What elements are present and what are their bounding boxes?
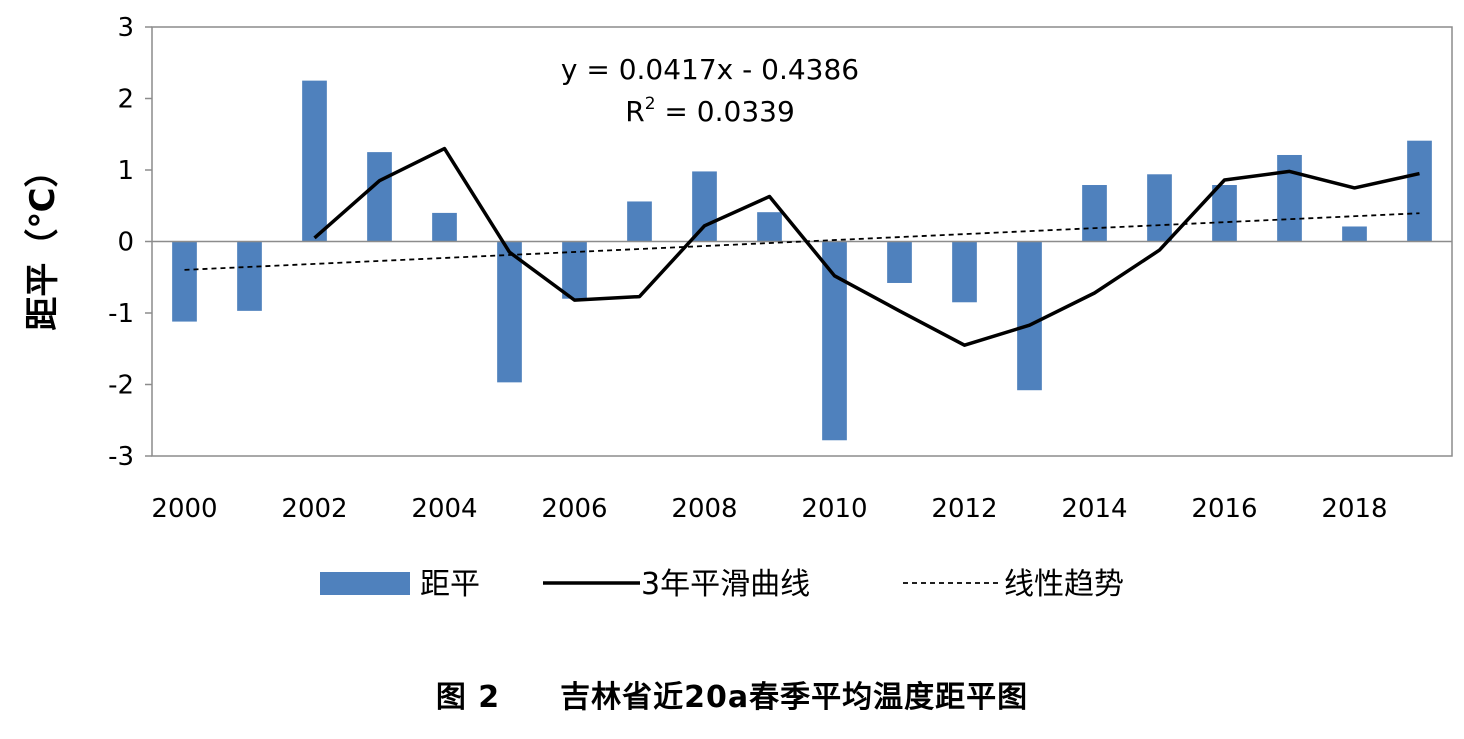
y-tick-label: -2 xyxy=(108,371,134,401)
x-tick-label: 2018 xyxy=(1321,494,1387,524)
bar-2009 xyxy=(757,212,782,242)
bar-2019 xyxy=(1407,140,1432,242)
bar-2010 xyxy=(822,241,847,441)
legend-swatch-bar xyxy=(320,572,410,595)
bar-2001 xyxy=(237,241,262,311)
axes xyxy=(145,26,1453,457)
bar-2008 xyxy=(692,171,717,242)
legend: 距平 3年平滑曲线 线性趋势 xyxy=(320,567,1124,602)
legend-label-smooth: 3年平滑曲线 xyxy=(641,567,810,602)
trend-line xyxy=(184,212,1420,271)
figure-caption: 图 2 吉林省近20a春季平均温度距平图 xyxy=(0,672,1464,716)
bar-2000 xyxy=(172,241,197,322)
x-tick-label: 2016 xyxy=(1191,494,1257,524)
y-tick-label: 1 xyxy=(117,156,134,186)
legend-label-bar: 距平 xyxy=(420,567,480,602)
bar-2007 xyxy=(627,201,652,242)
bar-2018 xyxy=(1342,226,1367,242)
smooth-curve xyxy=(313,146,1420,347)
x-tick-labels: 2000 2002 2004 2006 2008 2010 2012 2014 2016 2018 xyxy=(151,494,1387,524)
bar-2015 xyxy=(1147,174,1172,242)
x-tick-label: 2014 xyxy=(1061,494,1127,524)
bar-2011 xyxy=(887,241,912,283)
bar-2016 xyxy=(1212,185,1237,242)
x-tick-label: 2004 xyxy=(411,494,477,524)
figure-number: 图 2 xyxy=(435,680,501,715)
bar-series xyxy=(172,80,1432,441)
bar-2004 xyxy=(432,212,457,242)
bar-2017 xyxy=(1277,154,1302,242)
y-tick-label: 2 xyxy=(117,85,134,115)
legend-label-trend: 线性趋势 xyxy=(1004,567,1124,602)
x-tick-label: 2002 xyxy=(281,494,347,524)
bar-2006 xyxy=(562,241,587,299)
trend-annotation: y = 0.0417x - 0.4386 R2 = 0.0339 xyxy=(561,53,859,128)
line-series xyxy=(184,146,1420,347)
r-squared: R2 = 0.0339 xyxy=(625,94,795,128)
bar-2002 xyxy=(302,80,327,242)
y-tick-label: 0 xyxy=(117,228,134,258)
x-tick-label: 2006 xyxy=(541,494,607,524)
y-axis-label: 距平（℃） xyxy=(23,153,63,330)
bar-2012 xyxy=(952,241,977,303)
x-tick-label: 2008 xyxy=(671,494,737,524)
x-tick-label: 2012 xyxy=(931,494,997,524)
figure-title: 吉林省近20a春季平均温度距平图 xyxy=(560,680,1029,715)
y-tick-label: 3 xyxy=(117,13,134,43)
x-tick-label: 2010 xyxy=(801,494,867,524)
bar-2013 xyxy=(1017,241,1042,391)
trend-equation: y = 0.0417x - 0.4386 xyxy=(561,53,859,86)
y-tick-label: -3 xyxy=(108,442,134,472)
bar-2014 xyxy=(1082,185,1107,242)
x-tick-label: 2000 xyxy=(151,494,217,524)
y-tick-label: -1 xyxy=(108,299,134,329)
bar-2005 xyxy=(497,241,522,383)
y-tick-labels: 3 2 1 0 -1 -2 -3 xyxy=(108,13,134,472)
bar-2003 xyxy=(367,152,392,242)
